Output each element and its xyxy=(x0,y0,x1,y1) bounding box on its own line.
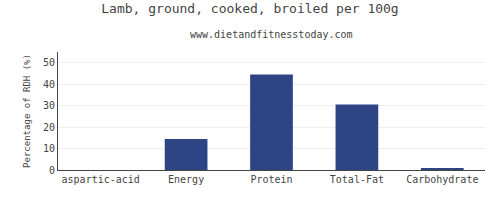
svg-text:20: 20 xyxy=(43,122,55,133)
svg-text:aspartic-acid: aspartic-acid xyxy=(62,174,140,185)
svg-text:0: 0 xyxy=(49,165,55,176)
svg-text:Protein: Protein xyxy=(250,174,292,185)
svg-text:www.dietandfitnesstoday.com: www.dietandfitnesstoday.com xyxy=(190,29,353,40)
svg-text:Carbohydrate: Carbohydrate xyxy=(406,174,478,185)
svg-text:10: 10 xyxy=(43,143,55,154)
svg-text:Total-Fat: Total-Fat xyxy=(330,174,384,185)
svg-text:40: 40 xyxy=(43,79,55,90)
svg-text:Percentage of RDH (%): Percentage of RDH (%) xyxy=(22,54,32,168)
svg-text:Lamb, ground, cooked, broiled: Lamb, ground, cooked, broiled per 100g xyxy=(101,1,398,16)
svg-text:30: 30 xyxy=(43,100,55,111)
svg-text:Energy: Energy xyxy=(168,174,204,185)
svg-text:50: 50 xyxy=(43,57,55,68)
